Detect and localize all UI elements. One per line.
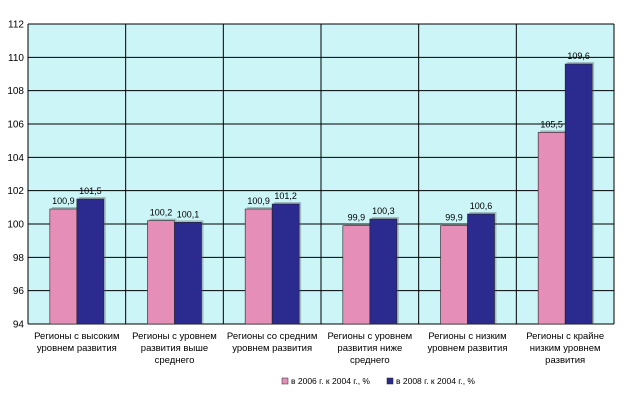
category-label-5-line-0: Регионы с крайне: [526, 331, 604, 342]
legend-label-series2: в 2008 г. к 2004 г., %: [396, 376, 475, 386]
bar-series2-2: [271, 203, 300, 325]
y-tick-label-0: 94: [13, 320, 25, 331]
data-label-series1-5: 105,5: [540, 119, 563, 129]
data-label-series1-4: 99,9: [445, 213, 463, 223]
bar-series1-3: [342, 225, 371, 325]
y-tick-label-7: 108: [7, 86, 24, 97]
bar-series2-3: [369, 218, 398, 325]
legend-swatch-series1: [281, 377, 289, 385]
bar-series1-2: [244, 208, 273, 325]
bar-series1-4: [440, 225, 468, 325]
y-tick-label-3: 100: [7, 220, 24, 231]
category-label-1-line-1: развития выше: [141, 343, 208, 354]
y-tick-label-1: 96: [13, 286, 25, 297]
category-label-5-line-1: низким уровнем: [530, 343, 601, 354]
category-label-3-line-2: среднего: [350, 355, 390, 366]
data-label-series1-2: 100,9: [247, 196, 270, 206]
y-tick-label-4: 102: [7, 186, 24, 197]
data-label-series1-0: 100,9: [52, 196, 75, 206]
bar-series2-1: [174, 222, 202, 325]
y-tick-label-6: 106: [7, 120, 24, 131]
legend-swatch-series2: [386, 377, 394, 385]
data-label-series2-1: 100,1: [177, 209, 200, 219]
category-label-0-line-0: Регионы с высоким: [34, 331, 119, 342]
category-label-3-line-1: развития ниже: [337, 343, 402, 354]
bar-series2-4: [467, 213, 495, 325]
data-label-series1-1: 100,2: [150, 208, 173, 218]
data-label-series2-5: 109,6: [567, 51, 590, 61]
y-tick-label-5: 104: [7, 153, 24, 164]
data-label-series2-4: 100,6: [470, 201, 493, 211]
category-label-4-line-0: Регионы с низким: [428, 331, 506, 342]
bar-series2-5: [564, 63, 593, 325]
bar-series1-5: [537, 132, 566, 325]
category-label-0-line-1: уровнем развития: [37, 343, 117, 354]
category-label-2-line-0: Регионы со средним: [227, 331, 318, 342]
category-label-1-line-2: среднего: [155, 355, 195, 366]
legend-label-series1: в 2006 г. к 2004 г., %: [291, 376, 370, 386]
category-label-1-line-0: Регионы с уровнем: [132, 331, 217, 342]
category-label-4-line-1: уровнем развития: [428, 343, 508, 354]
category-label-3-line-0: Регионы с уровнем: [327, 331, 412, 342]
category-label-5-line-2: развития: [545, 355, 585, 366]
y-tick-label-9: 112: [8, 20, 24, 31]
data-label-series1-3: 99,9: [348, 213, 366, 223]
data-label-series2-2: 101,2: [274, 191, 297, 201]
bar-series2-0: [76, 198, 105, 325]
bar-series1-1: [147, 220, 175, 325]
bar-series1-0: [49, 208, 78, 325]
data-label-series2-3: 100,3: [372, 206, 395, 216]
category-label-2-line-1: уровнем развития: [232, 343, 312, 354]
data-label-series2-0: 101,5: [79, 186, 102, 196]
y-tick-label-8: 110: [8, 53, 24, 64]
y-tick-label-2: 98: [13, 253, 25, 264]
